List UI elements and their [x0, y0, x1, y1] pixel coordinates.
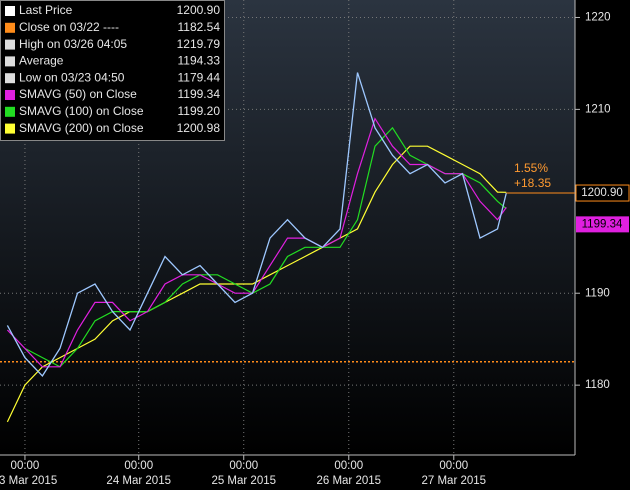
legend-swatch: [5, 106, 15, 117]
last-price-box: [575, 184, 630, 202]
x-tick-label: 00:00: [11, 460, 40, 472]
last-price-label: 1200.90: [581, 187, 623, 199]
legend-box: [0, 0, 225, 141]
x-tick-label: 00:00: [439, 460, 468, 472]
x-tick-label: 00:00: [334, 460, 363, 472]
x-tick-date: 23 Mar 2015: [0, 475, 57, 487]
legend-value: 1182.54: [178, 20, 221, 34]
y-tick-label: 1180: [585, 379, 610, 391]
sma50-box: [576, 216, 629, 233]
y-tick-label: 1190: [585, 287, 610, 299]
legend-swatch: [5, 73, 15, 84]
x-tick-label: 00:00: [229, 460, 258, 472]
legend-value: 1199.20: [178, 104, 221, 118]
legend-label: Close on 03/22 ----: [19, 20, 119, 34]
x-tick-date: 25 Mar 2015: [211, 475, 276, 487]
legend-value: 1194.33: [178, 54, 221, 68]
x-tick-date: 26 Mar 2015: [316, 475, 381, 487]
x-tick-label: 00:00: [124, 460, 153, 472]
legend-swatch: [5, 56, 15, 67]
legend-label: SMAVG (200) on Close: [19, 121, 144, 135]
legend-label: SMAVG (100) on Close: [19, 104, 144, 118]
sma50-label: 1199.34: [582, 218, 623, 230]
legend-value: 1219.79: [177, 37, 221, 51]
legend-label: Last Price: [19, 3, 73, 17]
y-tick-label: 1220: [585, 11, 611, 23]
series-line: [6, 72, 507, 377]
legend-swatch: [5, 22, 15, 33]
legend-swatch: [5, 90, 15, 100]
legend-value: 1179.44: [178, 70, 221, 84]
legend-swatch: [5, 6, 15, 16]
legend-swatch: [5, 39, 15, 50]
legend-value: 1199.34: [178, 87, 221, 101]
y-tick-label: 1210: [585, 103, 611, 115]
legend: Last Price 1200.90 Close on 03/22 ---- 1182…: [0, 0, 225, 141]
legend-label: High on 03/26 04:05: [19, 37, 127, 51]
legend-label: Low on 03/23 04:50: [19, 70, 125, 84]
legend-label: SMAVG (50) on Close: [19, 87, 137, 101]
legend-value: 1200.98: [177, 121, 221, 135]
legend-swatch: [5, 123, 15, 134]
annotation: +18.35: [514, 176, 551, 190]
x-tick-date: 27 Mar 2015: [421, 475, 486, 487]
series-line: [6, 117, 507, 368]
x-tick-date: 24 Mar 2015: [106, 475, 171, 487]
legend-value: 1200.90: [177, 3, 221, 17]
annotation: 1.55%: [514, 161, 548, 175]
legend-label: Average: [19, 54, 64, 68]
